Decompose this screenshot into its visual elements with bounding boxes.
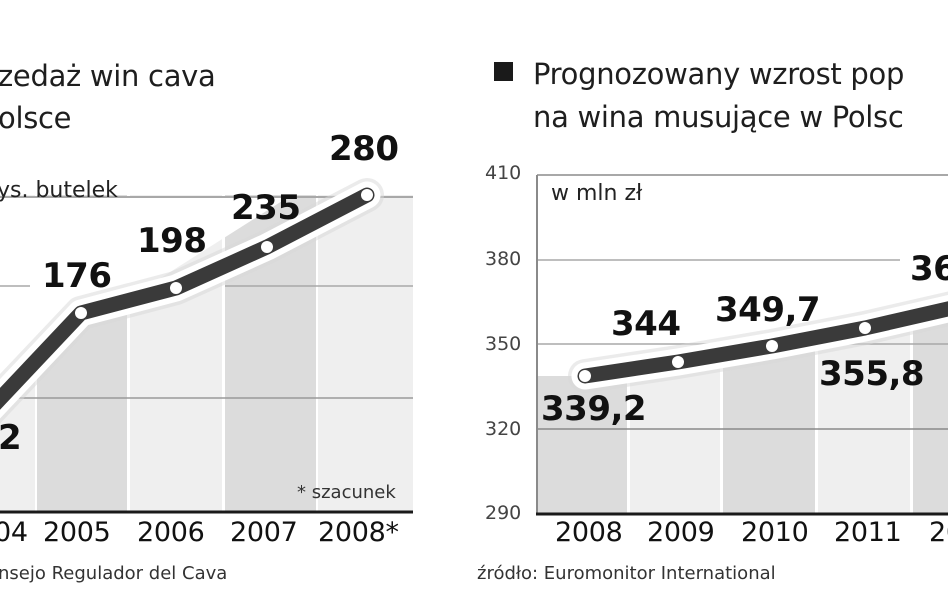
left-chart-title-line2: olsce (0, 101, 72, 135)
data-point-2010 (766, 340, 778, 352)
x-label-2005: 2005 (43, 517, 111, 548)
x-label-2008: 2008* (318, 517, 399, 548)
left-chart-unit-label: ys. butelek (0, 178, 118, 203)
y-tick-320: 320 (485, 418, 522, 440)
column-2010 (723, 346, 815, 514)
right-chart-title-line2: na wina musujące w Polsc (533, 100, 904, 134)
data-point-2007 (261, 241, 273, 253)
x-label-2011: 2011 (834, 517, 902, 548)
column-2008 (537, 376, 627, 514)
column-2008 (318, 195, 413, 512)
y-tick-410: 410 (485, 162, 522, 184)
value-label-2004: 2 (0, 418, 22, 458)
left-chart-title-line1: zedaż win cava (0, 59, 216, 93)
right-chart-title-line1: Prognozowany wzrost pop (533, 57, 905, 91)
x-label-2012: 20 (929, 517, 948, 548)
x-label-2004: 04 (0, 517, 28, 548)
right-chart-unit-label: w mln zł (551, 181, 643, 206)
right-chart-source: źródło: Euromonitor International (477, 563, 776, 584)
value-label-2009: 344 (611, 304, 681, 344)
title-bullet-square-icon (494, 62, 513, 81)
value-label-2010: 349,7 (715, 290, 821, 330)
value-label-2008: 280 (329, 129, 399, 169)
x-label-2006: 2006 (137, 517, 205, 548)
data-point-2009 (672, 356, 684, 368)
y-tick-380: 380 (485, 248, 522, 270)
value-label-2012: 36 (910, 249, 948, 289)
x-label-2010: 2010 (741, 517, 809, 548)
column-2012 (913, 315, 948, 514)
value-label-2011: 355,8 (819, 354, 925, 394)
column-2011 (818, 330, 910, 514)
value-label-2008: 339,2 (541, 389, 647, 429)
x-label-2008: 2008 (555, 517, 623, 548)
x-label-2009: 2009 (647, 517, 715, 548)
data-point-2006 (170, 282, 182, 294)
data-point-2008 (579, 370, 591, 382)
value-label-2006: 198 (137, 221, 207, 261)
data-point-2005 (75, 307, 87, 319)
value-label-2007: 235 (231, 188, 301, 228)
estimate-footnote: * szacunek (297, 482, 396, 503)
y-tick-350: 350 (485, 333, 522, 355)
data-point-2011 (859, 322, 871, 334)
value-label-2005: 176 (42, 256, 112, 296)
y-tick-290: 290 (485, 502, 522, 524)
data-point-2008 (361, 189, 373, 201)
x-label-2007: 2007 (230, 517, 298, 548)
column-2009 (630, 376, 720, 514)
left-chart-source: nsejo Regulador del Cava (0, 563, 228, 584)
